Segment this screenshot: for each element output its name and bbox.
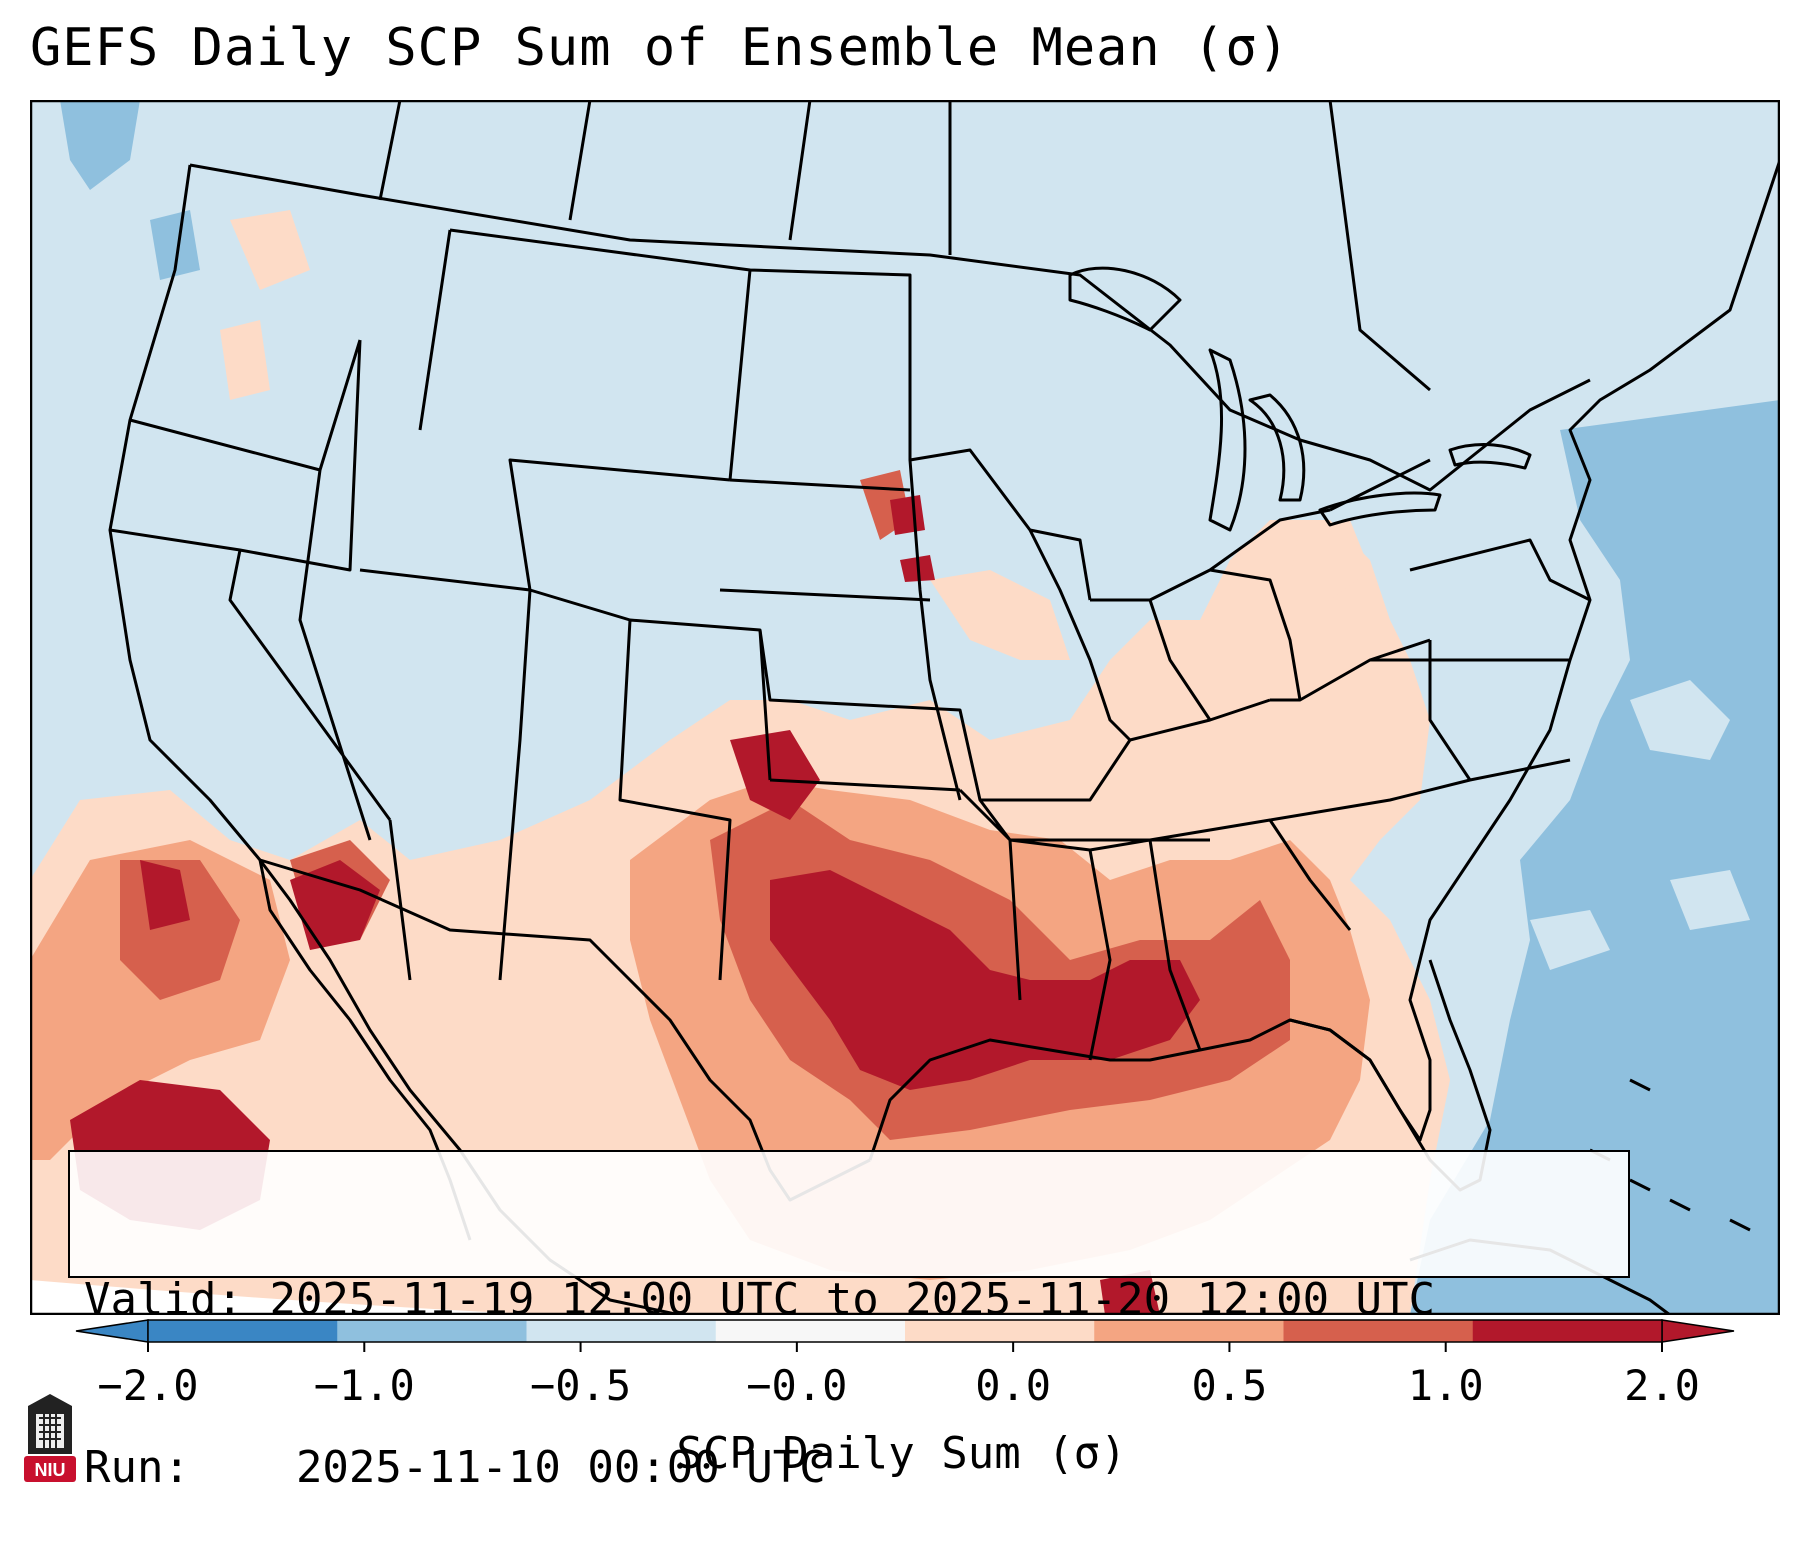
valid-line: Valid: 2025-11-19 12:00 UTC to 2025-11-2… <box>84 1272 1628 1328</box>
atlantic-negative-region <box>1410 400 1780 1315</box>
colorbar-segment <box>905 1320 1095 1342</box>
great-lakes <box>1068 266 1532 532</box>
map-frame <box>30 100 1780 1315</box>
colorbar-tick-label: 1.0 <box>1408 1361 1484 1410</box>
colorbar: −2.0 −1.0 −0.5 −0.0 0.0 0.5 1.0 2.0 <box>75 1319 1735 1410</box>
state-lines-west <box>109 228 962 981</box>
valid-label: Valid: <box>84 1274 243 1325</box>
logo-text: NIU <box>35 1460 66 1480</box>
baja-mexico-coast <box>258 859 681 1315</box>
colorbar-label: SCP Daily Sum (σ) <box>676 1428 1127 1479</box>
valid-run-info-box: Valid: 2025-11-19 12:00 UTC to 2025-11-2… <box>68 1150 1630 1493</box>
colorbar-segment <box>1283 1320 1474 1342</box>
run-value: 2025-11-10 00:00 UTC <box>295 1442 826 1493</box>
niu-logo-icon: NIU <box>24 1394 76 1482</box>
colorbar-extend-min <box>75 1319 149 1343</box>
atlantic-negative-light <box>1530 680 1750 970</box>
colorbar-segment <box>715 1320 906 1342</box>
valid-value: 2025-11-19 12:00 UTC to 2025-11-20 12:00… <box>269 1274 1436 1325</box>
colorbar-segment <box>148 1320 338 1342</box>
colorbar-segment <box>1472 1320 1663 1342</box>
borders <box>108 100 1780 1315</box>
state-lines-east <box>909 448 1591 781</box>
colorbar-tick-label: 2.0 <box>1624 1361 1700 1410</box>
scp-map <box>30 100 1780 1315</box>
pacific-negative-patch <box>60 100 200 280</box>
colorbar-tick-label: −1.0 <box>314 1361 415 1410</box>
canada-provinces <box>378 100 1431 392</box>
gulf-coast <box>868 159 1780 1161</box>
run-label: Run: <box>84 1442 190 1493</box>
colorbar-tick-label: 0.5 <box>1191 1361 1267 1410</box>
colorbar-frame <box>147 1319 1663 1343</box>
colorbar-segment <box>1094 1320 1284 1342</box>
colorbar-tick-label: 0.0 <box>975 1361 1051 1410</box>
colorbar-tick-label: −2.0 <box>97 1361 198 1410</box>
domain-edge-curve <box>30 1280 550 1315</box>
state-lines-central <box>719 478 1571 1061</box>
colorbar-tick-label: −0.0 <box>746 1361 847 1410</box>
colorbar-extend-max <box>1661 1319 1735 1343</box>
colorbar-segment <box>337 1320 527 1342</box>
colorbar-segment <box>526 1320 717 1342</box>
colorbar-tick-label: −0.5 <box>530 1361 631 1410</box>
run-line: Run: 2025-11-10 00:00 UTC <box>84 1440 1628 1496</box>
chart-title: GEFS Daily SCP Sum of Ensemble Mean (σ) <box>30 18 1290 78</box>
canada-us-border <box>189 163 1591 492</box>
